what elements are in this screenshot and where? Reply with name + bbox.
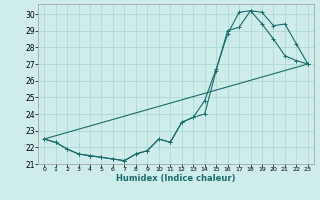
- X-axis label: Humidex (Indice chaleur): Humidex (Indice chaleur): [116, 174, 236, 183]
